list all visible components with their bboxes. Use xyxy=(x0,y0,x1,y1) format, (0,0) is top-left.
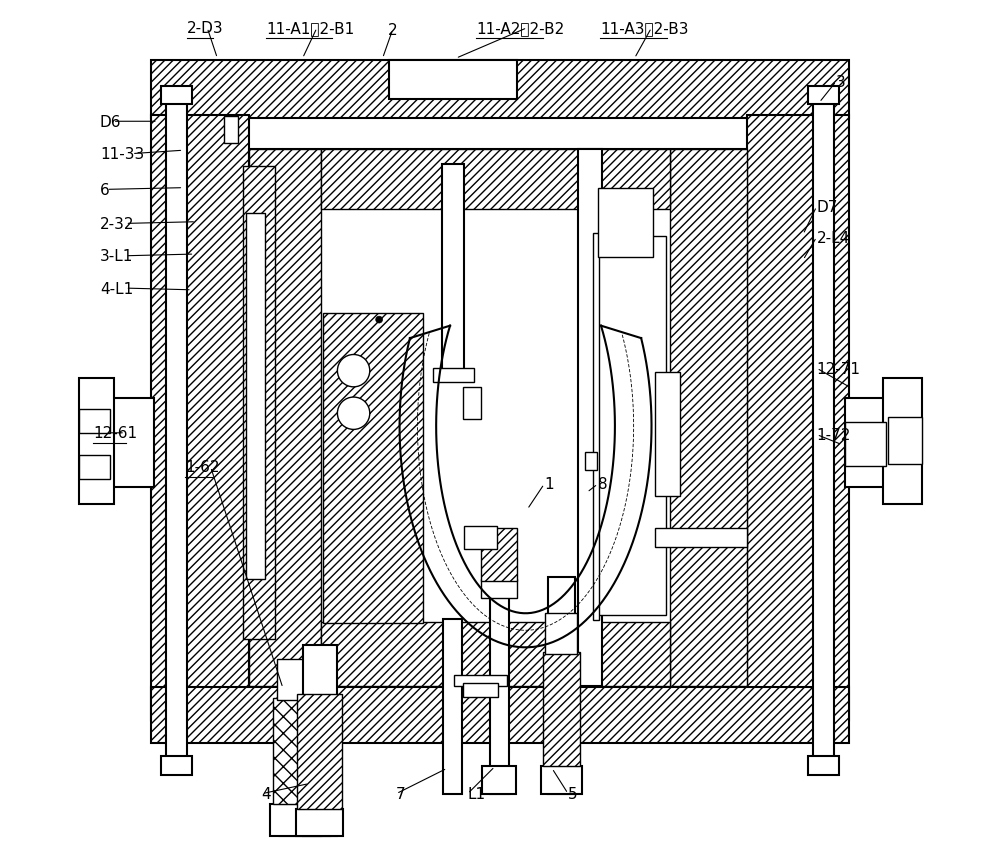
Bar xyxy=(297,694,342,809)
Bar xyxy=(243,167,275,639)
Bar xyxy=(463,387,481,420)
Bar xyxy=(296,809,343,836)
Bar xyxy=(490,552,509,794)
Bar xyxy=(323,313,423,624)
Bar xyxy=(249,150,747,686)
Bar xyxy=(79,379,114,505)
Bar xyxy=(270,804,330,836)
Bar xyxy=(166,90,187,771)
Bar xyxy=(151,116,249,720)
Bar xyxy=(464,527,497,550)
Bar xyxy=(545,613,577,654)
Bar xyxy=(454,675,507,686)
Text: D6: D6 xyxy=(100,114,121,130)
Text: 7: 7 xyxy=(396,786,406,801)
Bar xyxy=(598,189,653,258)
Bar xyxy=(79,456,110,479)
Bar xyxy=(808,86,839,105)
Bar xyxy=(389,61,517,100)
Bar xyxy=(670,150,747,686)
Bar xyxy=(321,622,670,686)
Bar xyxy=(463,683,498,697)
Bar xyxy=(541,767,582,794)
Bar xyxy=(303,645,337,836)
Bar xyxy=(578,150,602,686)
Circle shape xyxy=(337,355,370,387)
Bar xyxy=(273,698,327,804)
Bar xyxy=(481,579,517,598)
Bar xyxy=(161,757,192,775)
Bar xyxy=(655,529,747,548)
Text: 2-32: 2-32 xyxy=(100,217,134,232)
Bar xyxy=(442,165,464,377)
Text: 12-61: 12-61 xyxy=(93,426,137,441)
Circle shape xyxy=(376,316,383,323)
Text: 12-71: 12-71 xyxy=(817,361,861,376)
Text: 11-A2、2-B2: 11-A2、2-B2 xyxy=(476,21,564,36)
Text: 5: 5 xyxy=(568,786,578,801)
Text: D7: D7 xyxy=(817,200,838,215)
Text: 2-D3: 2-D3 xyxy=(187,21,223,36)
Bar xyxy=(151,61,849,119)
Bar xyxy=(280,666,321,836)
Text: 3: 3 xyxy=(836,75,846,90)
Text: 11-33: 11-33 xyxy=(100,147,144,162)
Bar xyxy=(110,398,154,488)
Text: 3-L1: 3-L1 xyxy=(100,249,133,264)
Bar xyxy=(585,452,597,471)
Text: 4-L1: 4-L1 xyxy=(100,281,133,296)
Bar xyxy=(813,90,834,771)
Bar xyxy=(747,116,849,720)
Bar xyxy=(845,398,892,488)
Bar xyxy=(249,150,321,686)
Bar xyxy=(598,237,666,615)
Bar xyxy=(433,368,474,382)
Bar xyxy=(543,652,580,767)
Text: 1-62: 1-62 xyxy=(185,460,220,475)
Bar xyxy=(151,688,849,743)
Text: 1-72: 1-72 xyxy=(817,427,851,443)
Bar xyxy=(443,619,462,794)
Bar xyxy=(845,422,886,467)
Bar xyxy=(593,234,599,620)
Bar xyxy=(888,418,922,465)
Bar xyxy=(277,659,323,700)
Circle shape xyxy=(337,397,370,430)
Text: 11-A1、2-B1: 11-A1、2-B1 xyxy=(266,21,354,36)
Bar xyxy=(655,373,680,496)
Bar xyxy=(883,379,922,505)
Text: 11-A3、2-B3: 11-A3、2-B3 xyxy=(600,21,689,36)
Bar xyxy=(481,529,517,581)
Bar xyxy=(482,767,516,794)
Text: 1: 1 xyxy=(544,477,554,492)
Text: 8: 8 xyxy=(598,477,608,492)
Bar xyxy=(246,214,265,579)
Text: 2: 2 xyxy=(388,23,397,38)
Text: 4: 4 xyxy=(262,786,271,801)
Text: 2-L4: 2-L4 xyxy=(817,230,850,246)
Bar xyxy=(808,757,839,775)
Bar xyxy=(161,86,192,105)
Bar xyxy=(79,409,110,433)
Bar xyxy=(548,577,575,794)
Bar xyxy=(224,117,238,144)
Bar xyxy=(321,150,670,210)
Text: L1: L1 xyxy=(468,786,486,801)
Text: 6: 6 xyxy=(100,183,110,198)
